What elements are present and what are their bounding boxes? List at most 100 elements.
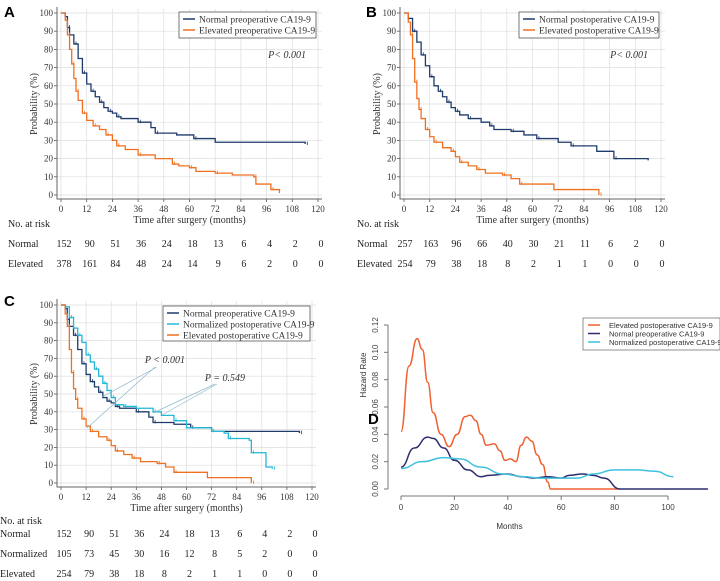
legend-box	[582, 317, 720, 351]
y-tick-label: 100	[383, 8, 397, 18]
y-tick-label: 90	[387, 26, 397, 36]
hazard-panel-d: 0.00 0.02 0.04 0.06 0.08 0.10 0.12 0 20 40 60 80 100…	[359, 317, 720, 531]
legend-entry: Normalized postoperative CA19-9	[609, 338, 720, 347]
y-tick-label: 30	[44, 425, 54, 435]
legend-box	[178, 11, 317, 39]
risk-value: 30	[134, 549, 144, 560]
risk-value: 6	[608, 239, 613, 250]
y-tick-label: 40	[44, 407, 54, 417]
y-tick-label: 0	[49, 190, 54, 200]
risk-value: 378	[57, 259, 72, 270]
x-axis-label: Time after surgery (months)	[476, 215, 589, 226]
x-tick-label: 96	[257, 492, 267, 502]
p-value: P< 0.001	[609, 50, 648, 61]
x-tick-label: 48	[502, 204, 512, 214]
risk-value: 152	[57, 239, 72, 250]
x-tick-label: 36	[134, 204, 144, 214]
risk-value: 0	[293, 259, 298, 270]
y-tick-label: 10	[387, 172, 397, 182]
risk-value: 2	[262, 549, 267, 560]
y-tick-label: 0.12	[371, 317, 380, 333]
panel-label-b: B	[366, 4, 377, 21]
y-tick-label: 0.10	[371, 344, 380, 360]
risk-value: 163	[423, 239, 438, 250]
risk-value: 0	[313, 549, 318, 560]
y-tick-label: 60	[44, 81, 54, 91]
x-tick-label: 96	[605, 204, 615, 214]
x-tick-label: 12	[82, 204, 91, 214]
x-tick-label: 80	[610, 503, 619, 512]
risk-value: 2	[293, 239, 298, 250]
risk-value: 6	[237, 529, 242, 540]
y-tick-label: 70	[44, 63, 54, 73]
x-axis-label: Months	[496, 522, 522, 531]
legend-entry: Elevated preoperative CA19-9	[199, 27, 315, 37]
y-tick-label: 60	[387, 81, 397, 91]
x-tick-label: 120	[654, 204, 668, 214]
p-value-pointer	[161, 383, 218, 416]
y-tick-label: 80	[44, 336, 54, 346]
survival-curve-2	[61, 304, 273, 469]
x-tick-label: 48	[159, 204, 169, 214]
x-tick-label: 0	[59, 204, 64, 214]
risk-value: 21	[554, 239, 564, 250]
risk-value: 0	[660, 239, 665, 250]
risk-row-label: Elevated	[357, 259, 392, 270]
x-tick-label: 60	[557, 503, 566, 512]
risk-value: 1	[582, 259, 587, 270]
risk-value: 1	[557, 259, 562, 270]
risk-value: 79	[426, 259, 436, 270]
risk-value: 79	[84, 569, 94, 580]
km-panel-c: 0 12 24 36 48 60 72 84 96 108 12001020304050607080…	[0, 299, 319, 580]
y-tick-label: 30	[44, 135, 54, 145]
y-tick-label: 0.04	[371, 426, 380, 442]
panel-label-a: A	[4, 4, 15, 21]
risk-value: 18	[185, 529, 195, 540]
y-tick-label: 40	[44, 117, 54, 127]
x-tick-label: 36	[132, 492, 142, 502]
risk-value: 18	[188, 239, 198, 250]
risk-value: 18	[134, 569, 144, 580]
legend-box	[518, 11, 660, 39]
x-tick-label: 72	[554, 204, 563, 214]
risk-value: 51	[110, 239, 120, 250]
risk-value: 9	[216, 259, 221, 270]
risk-table-title: No. at risk	[0, 516, 42, 527]
x-tick-label: 24	[451, 204, 461, 214]
x-tick-label: 60	[528, 204, 538, 214]
risk-value: 51	[109, 529, 119, 540]
y-tick-label: 0	[392, 190, 397, 200]
risk-value: 254	[398, 259, 413, 270]
risk-value: 30	[529, 239, 539, 250]
survival-curve-1	[61, 12, 306, 145]
risk-value: 0	[262, 569, 267, 580]
y-tick-label: 30	[387, 135, 397, 145]
p-value: P< 0.001	[267, 50, 306, 61]
x-tick-label: 12	[82, 492, 91, 502]
x-tick-label: 60	[182, 492, 192, 502]
p-value-pointer	[152, 383, 216, 414]
x-tick-label: 108	[629, 204, 643, 214]
x-tick-label: 108	[280, 492, 294, 502]
risk-value: 6	[241, 259, 246, 270]
y-tick-label: 70	[387, 63, 397, 73]
risk-value: 1	[212, 569, 217, 580]
risk-value: 8	[162, 569, 167, 580]
risk-value: 0	[287, 569, 292, 580]
risk-value: 5	[237, 549, 242, 560]
risk-row-label: Normal	[8, 239, 39, 250]
risk-value: 2	[287, 529, 292, 540]
risk-value: 24	[162, 259, 172, 270]
risk-table-title: No. at risk	[8, 219, 50, 230]
p-value: P < 0.001	[144, 355, 185, 366]
y-tick-label: 20	[387, 154, 397, 164]
axis-frame	[56, 7, 322, 200]
y-tick-label: 0	[49, 478, 54, 488]
risk-value: 36	[136, 239, 146, 250]
survival-curve-1	[61, 304, 301, 434]
y-tick-label: 90	[44, 26, 54, 36]
km-panel-b: 0 12 24 36 48 60 72 84 96 108 12001020304050607080…	[357, 7, 668, 270]
y-axis-label: Probability (%)	[29, 73, 40, 135]
risk-row-label: Normalized	[0, 549, 47, 560]
x-tick-label: 84	[579, 204, 589, 214]
